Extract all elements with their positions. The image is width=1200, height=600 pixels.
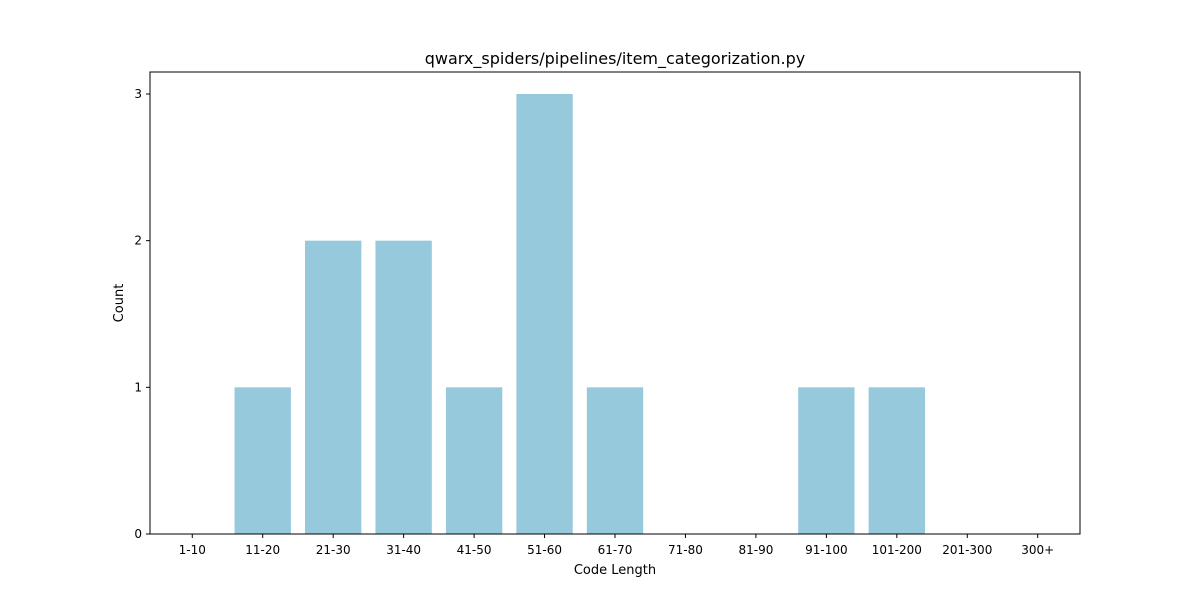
- y-tick-label: 3: [134, 87, 142, 101]
- bar-31-40: [375, 240, 432, 534]
- x-tick-label: 101-200: [872, 543, 922, 557]
- bar-61-70: [586, 387, 644, 534]
- x-tick-label: 71-80: [668, 543, 703, 557]
- x-tick-label: 300+: [1021, 543, 1054, 557]
- bar-11-20: [234, 387, 291, 534]
- y-tick-label: 1: [134, 380, 142, 394]
- x-tick-label: 91-100: [805, 543, 848, 557]
- x-tick-label: 41-50: [457, 543, 492, 557]
- bar-91-100: [798, 387, 855, 534]
- y-axis-ticks: 0 1 2 3: [134, 87, 150, 541]
- bar-101-200: [868, 387, 925, 534]
- bar-51-60: [516, 94, 573, 534]
- x-tick-label: 81-90: [738, 543, 773, 557]
- bars-group: [234, 94, 925, 534]
- bar-21-30: [305, 240, 362, 534]
- y-tick-label: 0: [134, 527, 142, 541]
- x-tick-label: 201-300: [942, 543, 992, 557]
- x-tick-label: 61-70: [598, 543, 633, 557]
- x-axis-label: Code Length: [574, 563, 656, 578]
- chart-title: qwarx_spiders/pipelines/item_categorizat…: [425, 49, 806, 69]
- x-tick-label: 31-40: [386, 543, 421, 557]
- x-tick-label: 11-20: [245, 543, 280, 557]
- x-tick-label: 51-60: [527, 543, 562, 557]
- x-axis-ticks: 1-10 11-20 21-30 31-40 41-50 51-60 61-70 71-80 8…: [179, 534, 1054, 557]
- y-tick-label: 2: [134, 234, 142, 248]
- x-tick-label: 1-10: [179, 543, 206, 557]
- y-axis-label: Count: [112, 284, 127, 323]
- bar-41-50: [445, 387, 503, 534]
- x-tick-label: 21-30: [316, 543, 351, 557]
